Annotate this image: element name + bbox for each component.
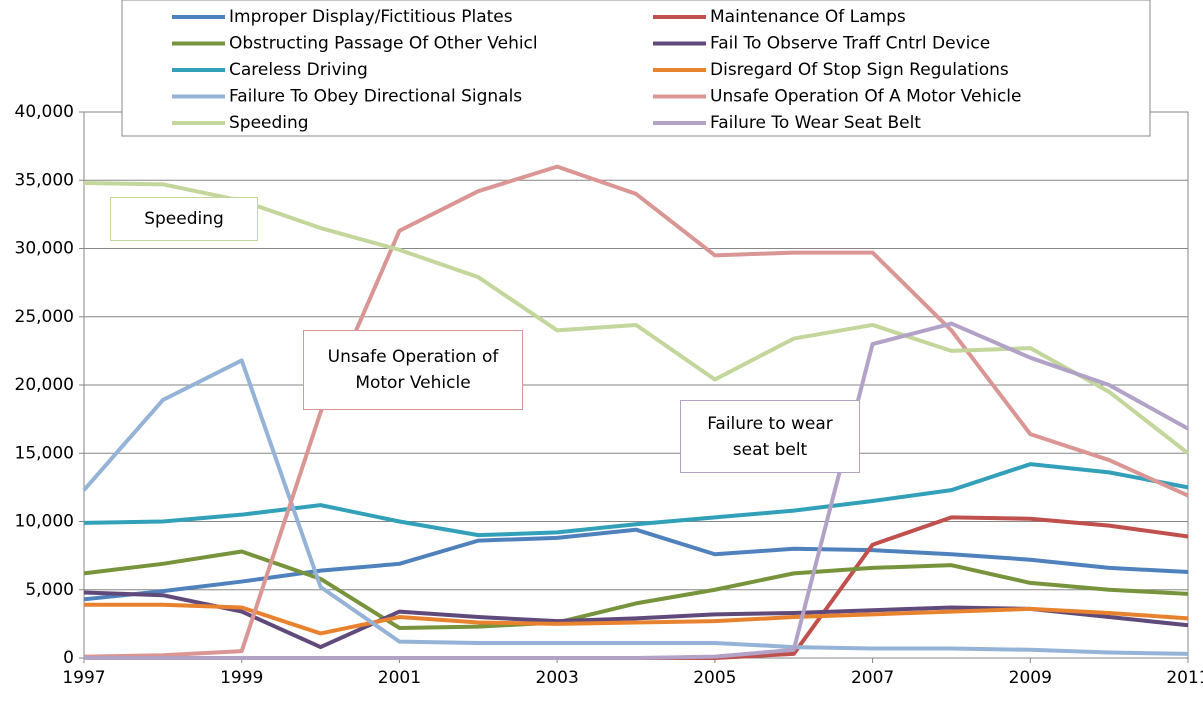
x-tick-label: 2003 — [536, 668, 579, 688]
y-tick-label: 25,000 — [15, 307, 74, 327]
series-line — [83, 164, 1189, 659]
series-line — [83, 590, 1189, 650]
legend-label: Maintenance Of Lamps — [710, 7, 906, 27]
legend-label: Obstructing Passage Of Other Vehicl — [229, 34, 538, 54]
legend-label: Failure To Obey Directional Signals — [229, 87, 522, 107]
series-line — [83, 462, 1189, 538]
x-tick-label: 2007 — [851, 668, 894, 688]
legend-label: Unsafe Operation Of A Motor Vehicle — [710, 87, 1021, 107]
series-line — [82, 358, 1189, 656]
legend: Improper Display/Fictitious Plates Mainte… — [121, 0, 1151, 137]
series-line — [83, 549, 1189, 630]
series-line — [84, 602, 1189, 636]
series-line — [84, 321, 1189, 660]
x-tick-label: 2005 — [693, 668, 736, 688]
x-tick-label: 1999 — [220, 668, 263, 688]
legend-label: Fail To Observe Traff Cntrl Device — [710, 34, 990, 54]
legend-box — [121, 0, 1151, 137]
x-tick-label: 2001 — [378, 668, 421, 688]
y-tick-label: 20,000 — [15, 375, 74, 395]
legend-label: Improper Display/Fictitious Plates — [229, 7, 513, 27]
y-tick-label: 0 — [63, 648, 74, 668]
y-tick-label: 30,000 — [15, 239, 74, 259]
x-tick-label: 1997 — [62, 668, 105, 688]
legend-label: Failure To Wear Seat Belt — [710, 113, 921, 133]
series-line — [83, 180, 1190, 455]
y-tick-label: 35,000 — [15, 170, 74, 190]
legend-label: Speeding — [229, 113, 309, 133]
series-line — [84, 515, 1189, 660]
series-line — [83, 527, 1189, 602]
annotation: Failure to wear seat belt — [680, 400, 860, 473]
x-tick-label: 2009 — [1009, 668, 1052, 688]
y-tick-label: 10,000 — [15, 512, 74, 532]
y-tick-label: 40,000 — [15, 102, 74, 122]
x-tick-label: 2011 — [1166, 668, 1203, 688]
legend-label: Disregard Of Stop Sign Regulations — [710, 60, 1009, 80]
y-tick-label: 5,000 — [25, 580, 74, 600]
legend-label: Careless Driving — [229, 60, 368, 80]
y-tick-label: 15,000 — [15, 443, 74, 463]
annotation: Speeding — [110, 197, 258, 241]
annotation: Unsafe Operation of Motor Vehicle — [303, 330, 523, 410]
